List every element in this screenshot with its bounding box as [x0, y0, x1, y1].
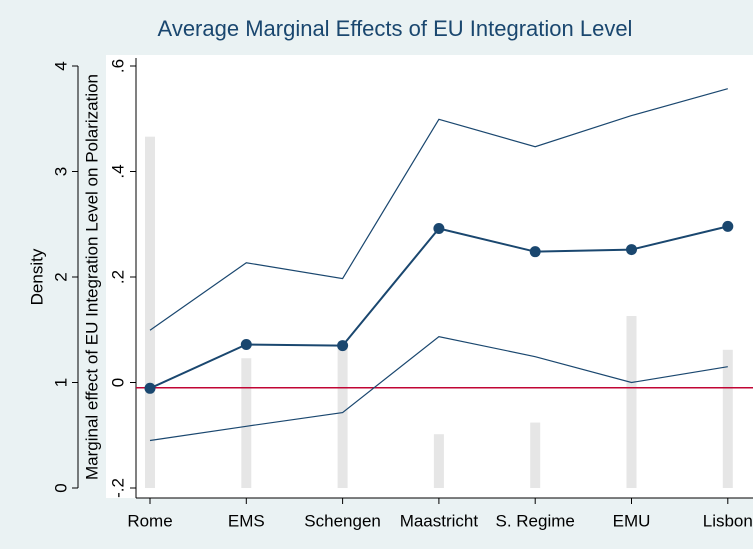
ci-line — [149, 88, 728, 331]
chart-title: Average Marginal Effects of EU Integrati… — [158, 16, 633, 41]
marker — [722, 220, 734, 232]
histogram-bar — [433, 434, 444, 488]
y2-tick-label: .2 — [108, 270, 127, 284]
x-tick-label: Rome — [127, 511, 172, 530]
histogram-bar — [337, 343, 348, 488]
y-tick-label: 1 — [51, 378, 70, 387]
y2-tick-label: 0 — [108, 378, 127, 387]
histogram-bar — [722, 349, 733, 488]
x-tick-label: Maastricht — [400, 511, 479, 530]
marker — [144, 382, 156, 394]
y-tick-label: 0 — [51, 483, 70, 492]
x-tick-label: EMS — [228, 511, 265, 530]
histogram-bar — [145, 136, 155, 488]
y-tick-label: 2 — [51, 272, 70, 281]
y-tick-label: 4 — [51, 61, 70, 70]
ci-line — [149, 335, 728, 442]
x-tick-label: S. Regime — [496, 511, 575, 530]
y2-tick-label: -.2 — [108, 478, 127, 498]
marker — [529, 246, 541, 258]
marker — [626, 244, 637, 256]
y2-axis-title: Marginal effect of EU Integration Level … — [82, 74, 101, 480]
x-tick-label: Schengen — [304, 511, 381, 530]
histogram-bar — [530, 422, 541, 488]
histogram-bar — [626, 316, 637, 488]
marker — [337, 340, 349, 352]
x-tick-label: Lisbon — [703, 511, 753, 530]
plot-area — [106, 55, 753, 498]
y-axis-title: Density — [27, 248, 46, 305]
y2-tick-label: .6 — [108, 59, 127, 73]
marker — [433, 222, 445, 234]
x-tick-label: EMU — [613, 511, 651, 530]
histogram-bar — [241, 358, 252, 488]
y-tick-label: 3 — [51, 167, 70, 176]
y2-tick-label: .4 — [108, 164, 127, 178]
marker — [240, 339, 252, 351]
